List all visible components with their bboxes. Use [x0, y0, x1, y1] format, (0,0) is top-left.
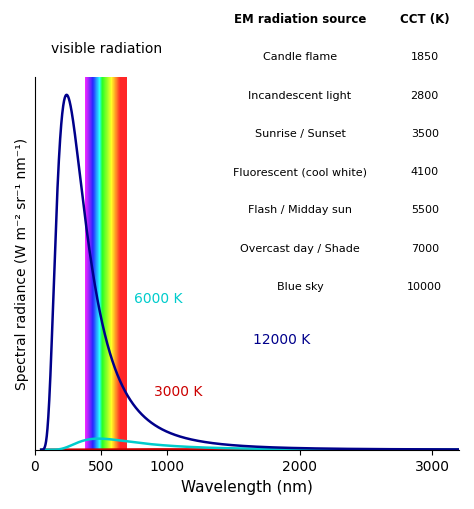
Text: 2800: 2800 [410, 91, 439, 100]
Text: 5500: 5500 [410, 205, 439, 215]
Text: Incandescent light: Incandescent light [248, 91, 352, 100]
Text: Candle flame: Candle flame [263, 52, 337, 62]
Text: CCT (K): CCT (K) [400, 13, 449, 25]
Text: Flash / Midday sun: Flash / Midday sun [248, 205, 352, 215]
Text: Overcast day / Shade: Overcast day / Shade [240, 243, 360, 253]
Text: Fluorescent (cool white): Fluorescent (cool white) [233, 167, 367, 177]
Text: 12000 K: 12000 K [254, 332, 310, 347]
Text: 3500: 3500 [410, 129, 439, 138]
Text: 3000 K: 3000 K [154, 384, 202, 398]
X-axis label: Wavelength (nm): Wavelength (nm) [181, 479, 313, 494]
Text: 10000: 10000 [407, 281, 442, 291]
Text: visible radiation: visible radiation [51, 42, 162, 55]
Text: Blue sky: Blue sky [276, 281, 323, 291]
Text: EM radiation source: EM radiation source [234, 13, 366, 25]
Text: 4100: 4100 [410, 167, 439, 177]
Text: Sunrise / Sunset: Sunrise / Sunset [255, 129, 346, 138]
Text: 7000: 7000 [410, 243, 439, 253]
Text: 1850: 1850 [410, 52, 439, 62]
Text: 6000 K: 6000 K [134, 292, 182, 306]
Y-axis label: Spectral radiance (W m⁻² sr⁻¹ nm⁻¹): Spectral radiance (W m⁻² sr⁻¹ nm⁻¹) [15, 138, 29, 390]
